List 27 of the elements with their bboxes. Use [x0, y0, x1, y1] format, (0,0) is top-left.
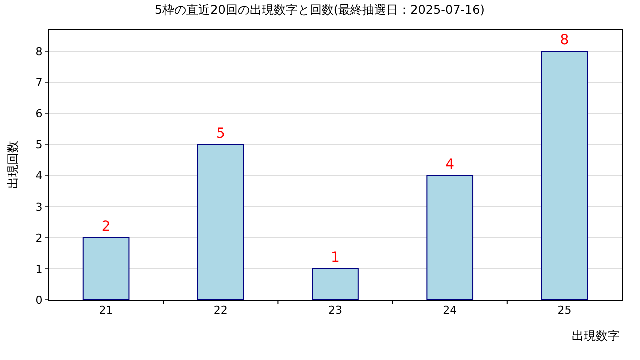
y-tick-label: 2	[36, 232, 43, 245]
y-tick-label: 5	[36, 138, 43, 152]
bar	[426, 175, 474, 300]
bar	[541, 51, 588, 300]
y-tick-label: 7	[36, 76, 43, 90]
bar	[312, 268, 359, 300]
y-tick-label: 0	[36, 294, 43, 307]
x-tick-label: 24	[443, 304, 458, 318]
y-axis-title: 出現回数	[6, 141, 20, 189]
y-tick-label: 1	[36, 262, 43, 276]
x-tick-label: 22	[214, 304, 228, 318]
y-tick-label: 4	[36, 170, 43, 183]
chart-title: 5枠の直近20回の出現数字と回数(最終抽選日：2025-07-16)	[154, 2, 486, 17]
y-tick-label: 8	[36, 46, 43, 59]
data-label: 8	[560, 32, 570, 49]
data-label: 2	[102, 218, 111, 235]
data-label: 5	[216, 126, 226, 142]
bar	[82, 237, 130, 300]
bar	[197, 144, 244, 300]
x-tick-label: 23	[328, 304, 342, 318]
data-label: 4	[446, 156, 455, 173]
x-tick-label: 25	[558, 304, 572, 318]
x-tick-label: 21	[99, 304, 114, 318]
x-axis-title: 出現数字	[572, 329, 620, 343]
y-tick-label: 6	[36, 108, 43, 121]
y-tick-label: 3	[36, 200, 43, 214]
data-label: 1	[331, 250, 340, 266]
